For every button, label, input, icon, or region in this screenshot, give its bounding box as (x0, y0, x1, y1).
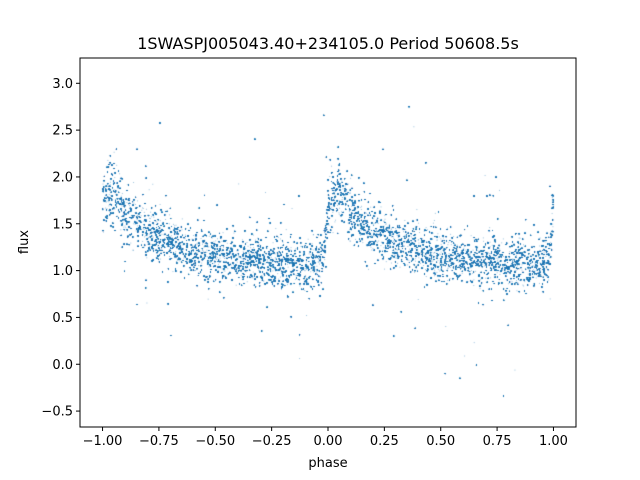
y-tick-label: 3.0 (52, 77, 73, 92)
x-tick-label: 0.25 (370, 434, 399, 449)
x-tick-label: 0.75 (483, 434, 512, 449)
chart-title: 1SWASPJ005043.40+234105.0 Period 50608.5… (137, 34, 519, 53)
x-tick-label: 1.00 (539, 434, 568, 449)
y-tick-label: −0.5 (41, 405, 73, 420)
y-tick-label: 1.5 (52, 217, 73, 232)
x-tick-label: −0.75 (139, 434, 179, 449)
y-axis: −0.5 0.0 0.5 1.0 1.5 2.0 2.5 3.0 (41, 77, 80, 420)
y-tick-label: 1.0 (52, 264, 73, 279)
y-tick-label: 0.0 (52, 358, 73, 373)
x-tick-label: −0.50 (195, 434, 235, 449)
x-tick-label: 0.50 (426, 434, 455, 449)
data-points (80, 58, 576, 427)
x-tick-label: 0.00 (314, 434, 343, 449)
x-axis-title: phase (308, 456, 347, 471)
y-tick-label: 0.5 (52, 311, 73, 326)
y-tick-label: 2.0 (52, 170, 73, 185)
y-tick-label: 2.5 (52, 124, 73, 139)
x-axis: −1.00 −0.75 −0.50 −0.25 0.00 0.25 0.50 0.75 1.00 (83, 427, 568, 449)
x-tick-label: −1.00 (83, 434, 123, 449)
y-axis-title: flux (17, 230, 32, 254)
x-tick-label: −0.25 (252, 434, 292, 449)
scatter-points-layer (80, 58, 576, 427)
